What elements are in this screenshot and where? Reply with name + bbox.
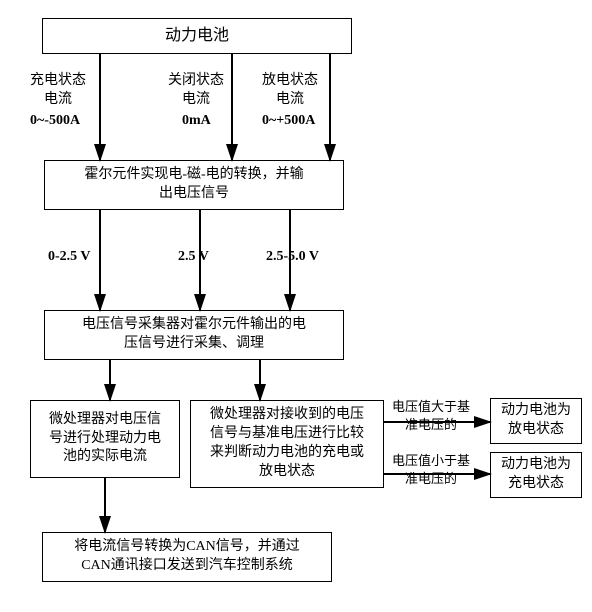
node-charge-state: 动力电池为 充电状态 xyxy=(490,452,582,498)
label-off-state: 关闭状态 电流 xyxy=(168,72,224,110)
node-mcu-current: 微处理器对电压信 号进行处理动力电 池的实际电流 xyxy=(30,400,180,478)
label-discharge-state: 放电状态 电流 xyxy=(262,72,318,110)
node-voltage-collector: 电压信号采集器对霍尔元件输出的电 压信号进行采集、调理 xyxy=(44,310,344,360)
label-voltage-mid: 2.5 V xyxy=(178,248,209,267)
flowchart-canvas: 动力电池 霍尔元件实现电-磁-电的转换，并输 出电压信号 电压信号采集器对霍尔元… xyxy=(0,0,592,612)
node-power-battery: 动力电池 xyxy=(42,18,352,54)
node-can-output: 将电流信号转换为CAN信号，并通过 CAN通讯接口发送到汽车控制系统 xyxy=(42,532,332,582)
label-cond-greater: 电压值大于基 准电压的 xyxy=(392,398,470,433)
label-voltage-low: 0-2.5 V xyxy=(48,248,91,267)
node-hall-element: 霍尔元件实现电-磁-电的转换，并输 出电压信号 xyxy=(44,160,344,210)
node-discharge-state: 动力电池为 放电状态 xyxy=(490,398,582,444)
label-charge-range: 0~-500A xyxy=(30,112,80,131)
label-discharge-range: 0~+500A xyxy=(262,112,315,131)
label-charge-state: 充电状态 电流 xyxy=(30,72,86,110)
label-off-range: 0mA xyxy=(182,112,211,131)
label-voltage-high: 2.5-5.0 V xyxy=(266,248,319,267)
node-mcu-compare: 微处理器对接收到的电压 信号与基准电压进行比较 来判断动力电池的充电或 放电状态 xyxy=(190,400,384,488)
label-cond-less: 电压值小于基 准电压的 xyxy=(392,452,470,487)
